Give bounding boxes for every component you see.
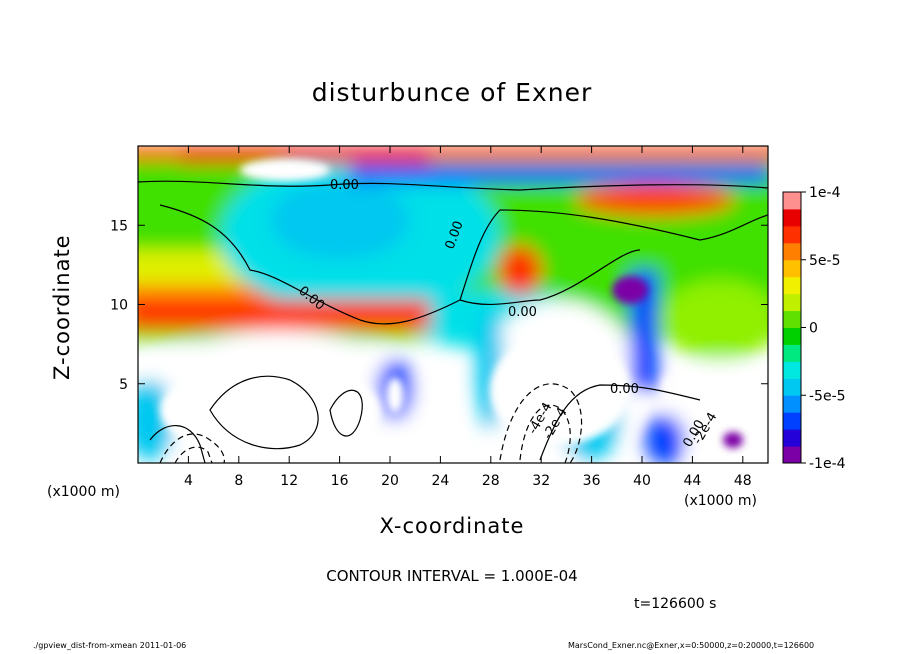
y-tick-label: 15 <box>110 218 128 234</box>
contour-label: 0.00 <box>508 305 537 320</box>
x-axis-unit: (x1000 m) <box>684 493 757 509</box>
x-tick-label: 16 <box>331 473 349 489</box>
colorbar-tick-label: -1e-4 <box>809 456 846 472</box>
y-tick-label: 10 <box>110 298 128 314</box>
colorbar-swatch <box>783 225 801 244</box>
colorbar-swatch <box>783 208 801 227</box>
colorbar-swatch <box>783 242 801 261</box>
colorbar-tick-label: 5e-5 <box>809 253 840 269</box>
y-axis-ticks: 5 10 15 <box>110 218 768 393</box>
footer-file-info: MarsCond_Exner.nc@Exner,x=0:50000,z=0:20… <box>568 641 815 650</box>
colorbar-tick-label: 1e-4 <box>809 185 841 201</box>
colorbar-swatch <box>783 395 801 413</box>
x-axis-label: X-coordinate <box>379 514 525 538</box>
x-tick-label: 32 <box>532 473 550 489</box>
x-tick-label: 48 <box>734 473 752 489</box>
x-tick-label: 40 <box>633 473 651 489</box>
time-label: t=126600 s <box>634 596 717 612</box>
colorbar-swatch <box>783 412 801 430</box>
x-tick-label: 12 <box>280 473 298 489</box>
contour-label: 0.00 <box>330 178 359 193</box>
x-tick-label: 20 <box>381 473 399 489</box>
colorbar-swatch <box>783 378 801 396</box>
colorbar-swatch <box>783 293 801 312</box>
x-tick-label: 8 <box>234 473 243 489</box>
colorbar-tick-label: -5e-5 <box>809 388 846 404</box>
x-tick-label: 44 <box>683 473 701 489</box>
heatmap-field <box>138 146 768 463</box>
contour-label: 0.00 <box>610 382 639 397</box>
contour-interval-note: CONTOUR INTERVAL = 1.000E-04 <box>326 567 578 585</box>
x-tick-label: 24 <box>431 473 449 489</box>
x-tick-label: 36 <box>583 473 601 489</box>
colorbar-tick-label: 0 <box>809 321 818 337</box>
y-axis-unit: (x1000 m) <box>47 484 120 500</box>
x-tick-label: 4 <box>184 473 193 489</box>
colorbar-swatch <box>783 310 801 328</box>
colorbar: 1e-4 5e-5 0 -5e-5 -1e-4 <box>782 185 846 472</box>
x-axis-ticks: 4 8 12 16 20 24 28 32 36 40 44 48 <box>184 146 752 489</box>
x-tick-label: 28 <box>482 473 500 489</box>
colorbar-swatch <box>783 344 801 362</box>
colorbar-swatch <box>783 259 801 278</box>
y-tick-label: 5 <box>119 377 128 393</box>
footer-script-info: ./gpview_dist-from-xmean 2011-01-06 <box>33 641 187 650</box>
colorbar-swatch <box>783 327 801 345</box>
colorbar-swatch <box>783 276 801 295</box>
colorbar-swatch <box>783 361 801 379</box>
y-axis-label: Z-coordinate <box>50 234 74 380</box>
colorbar-swatch <box>783 429 801 447</box>
chart-title: disturbunce of Exner <box>311 78 593 107</box>
colorbar-swatch <box>783 446 801 464</box>
colorbar-swatch <box>783 192 801 210</box>
